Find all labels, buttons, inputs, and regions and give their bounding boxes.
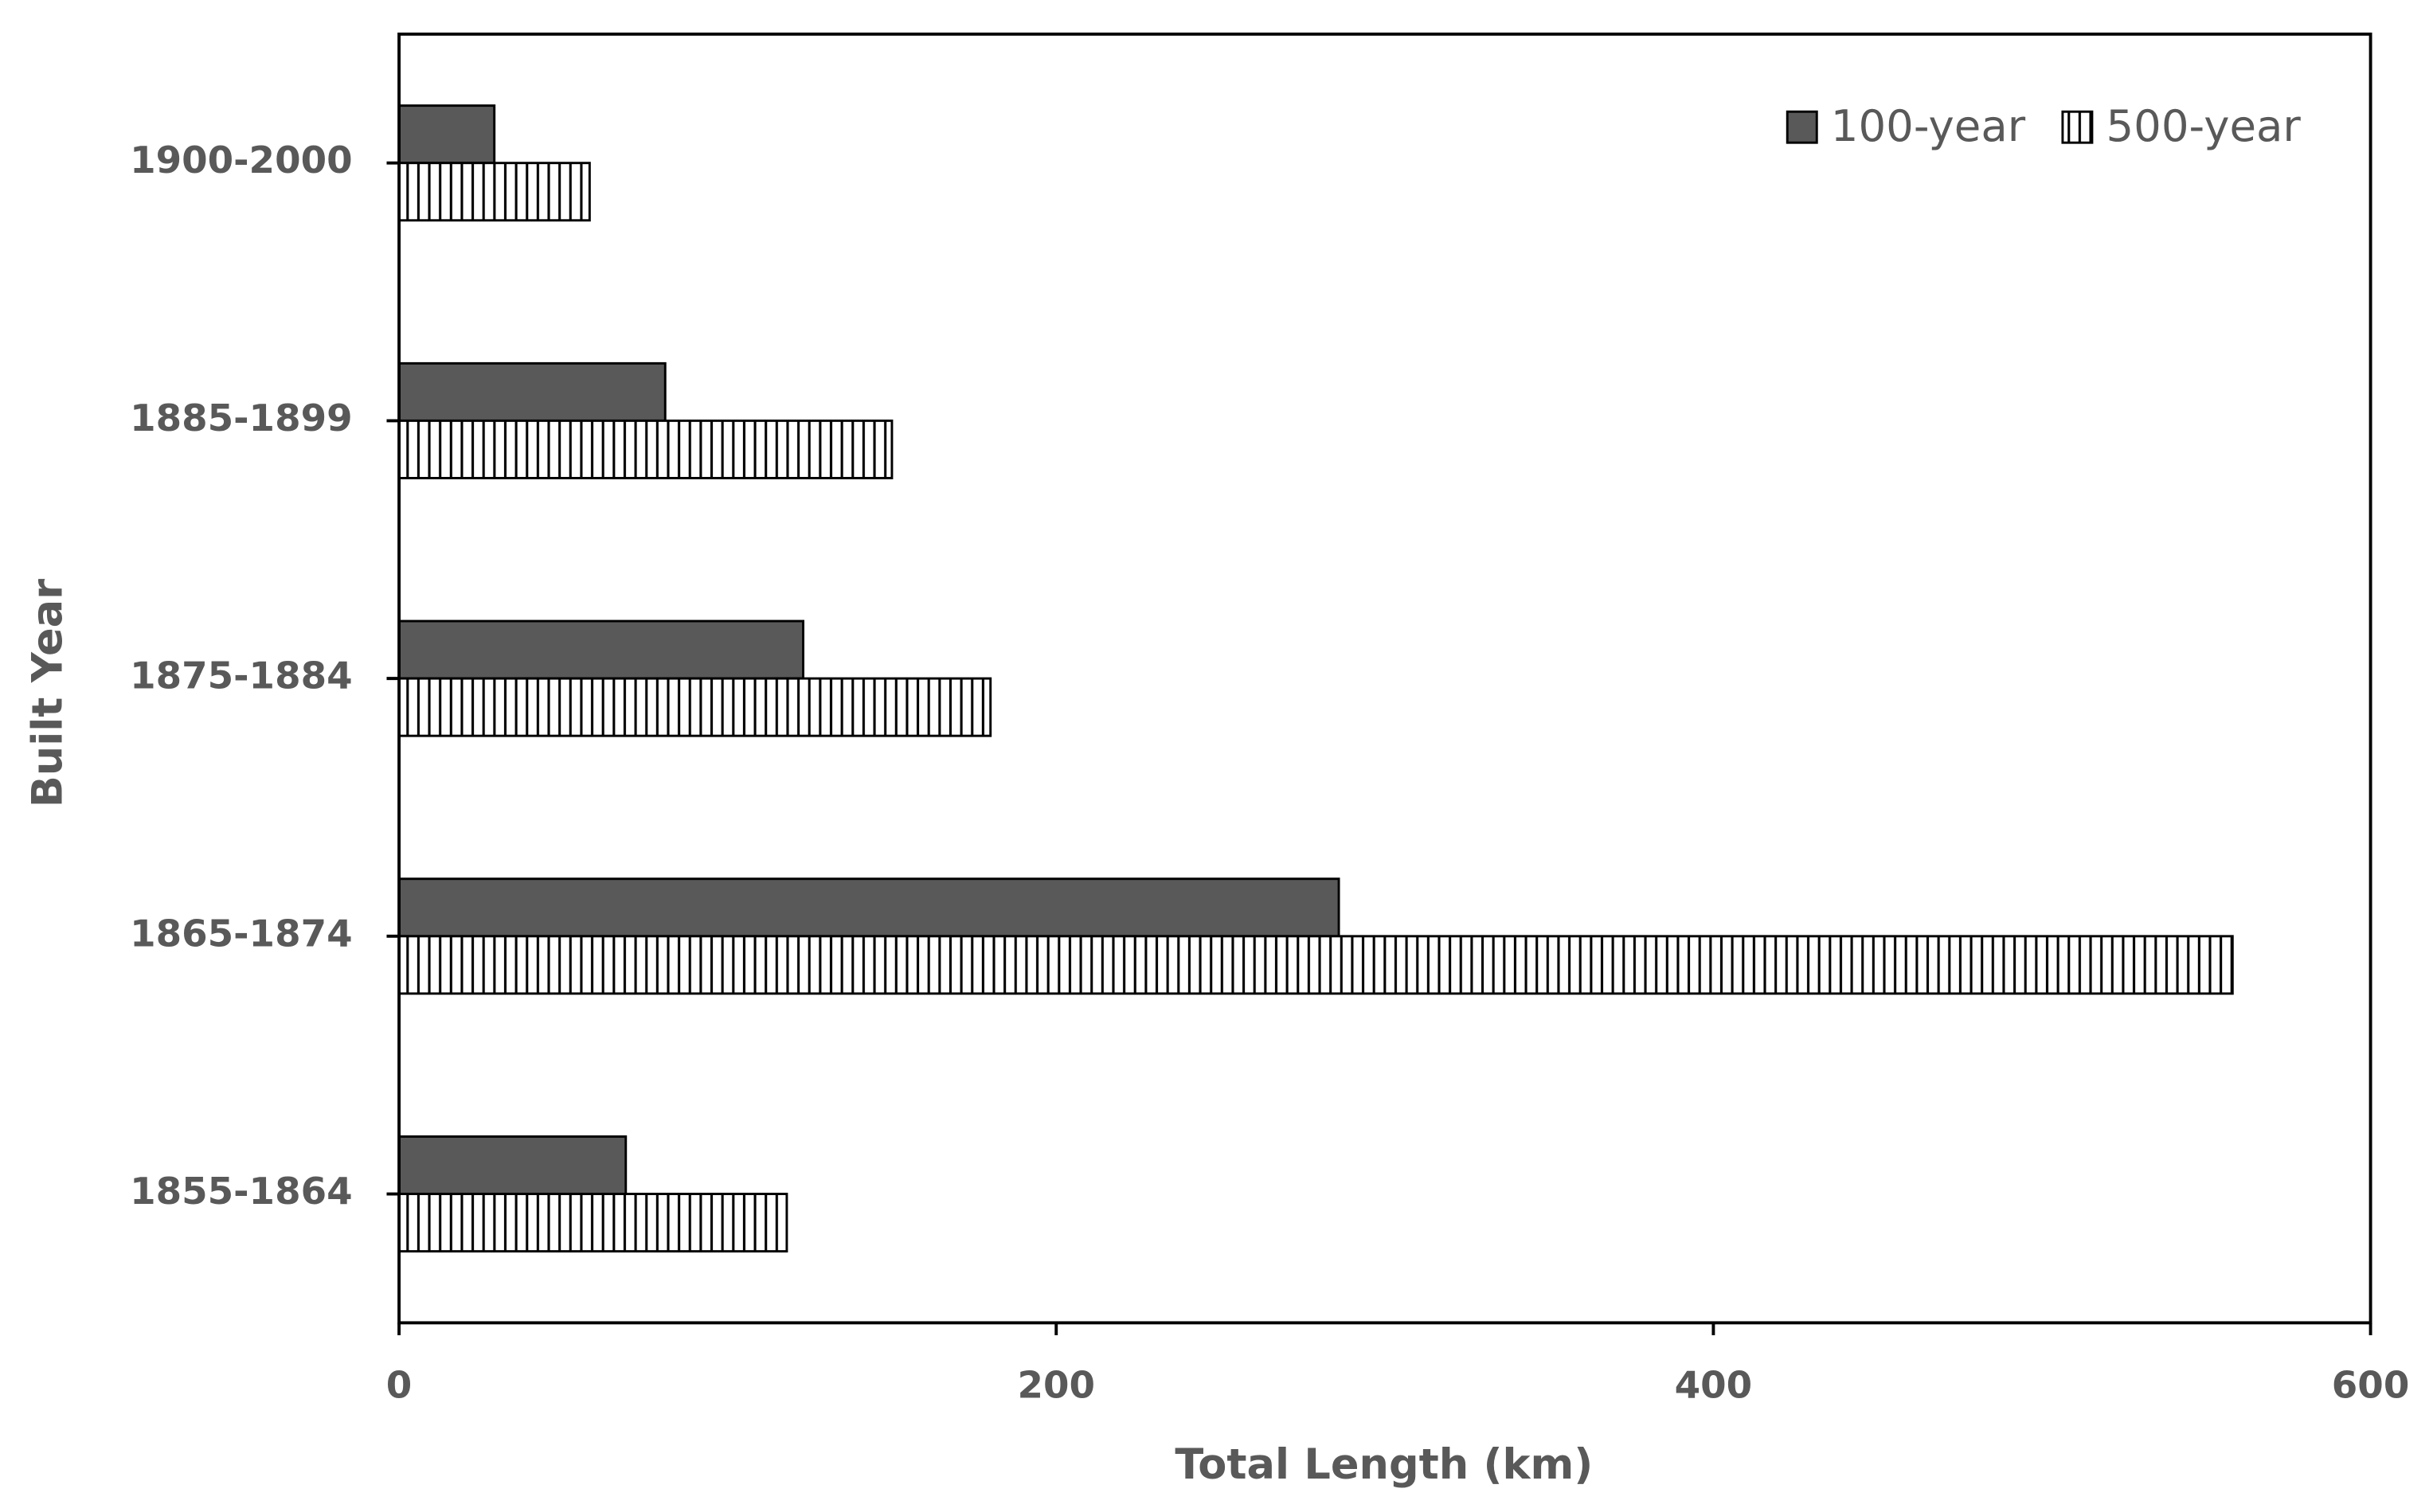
y-tick-label: 1900-2000 (130, 139, 353, 182)
bar (397, 935, 2234, 995)
bar (397, 162, 591, 222)
y-tick-label: 1885-1899 (130, 397, 353, 440)
y-tick-label: 1865-1874 (130, 912, 353, 955)
bar (397, 1193, 788, 1253)
bar (397, 104, 496, 165)
x-tick-label: 600 (2332, 1365, 2410, 1408)
bar (397, 619, 805, 680)
y-tick-label: 1875-1884 (130, 655, 353, 698)
x-tick-label: 0 (386, 1365, 413, 1408)
x-tick-label: 200 (1017, 1365, 1095, 1408)
x-tick-label: 400 (1675, 1365, 1753, 1408)
bar (397, 677, 992, 737)
legend-swatch (1786, 110, 1818, 144)
legend-swatch (2061, 110, 2094, 144)
x-axis-label: Total Length (km) (1175, 1440, 1593, 1489)
legend-label: 500-year (2106, 100, 2301, 151)
legend-label: 100-year (1831, 100, 2026, 151)
bar (397, 419, 894, 479)
bar (397, 361, 667, 422)
bar (397, 877, 1340, 938)
y-axis-label: Built Year (23, 579, 72, 807)
plot-frame (397, 32, 2372, 1325)
y-tick-label: 1855-1864 (130, 1170, 353, 1213)
bar (397, 1135, 628, 1195)
